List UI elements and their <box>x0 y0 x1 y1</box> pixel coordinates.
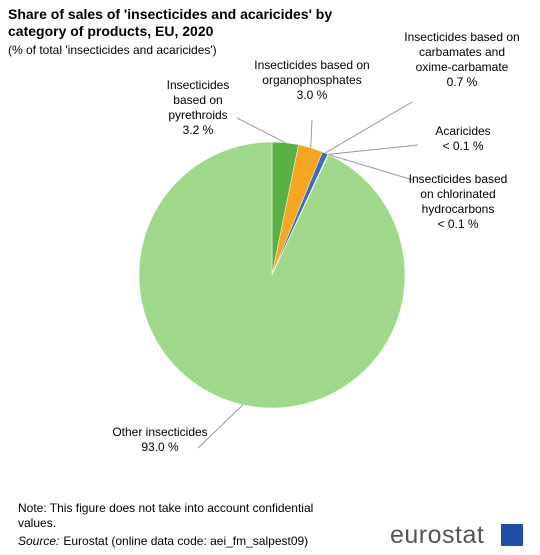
value-label: < 0.1 % <box>442 139 484 153</box>
value-label: < 0.1 % <box>437 217 479 231</box>
value-label: 0.7 % <box>446 75 478 89</box>
pie-slice <box>138 141 406 409</box>
slice-label: Other insecticides 93.0 % <box>110 425 210 455</box>
leader-line <box>236 117 286 144</box>
chart-subtitle: (% of total 'insecticides and acaricides… <box>8 43 217 57</box>
slice-label: Insecticides based on carbamates and oxi… <box>402 30 522 90</box>
slice-label: Acaricides < 0.1 % <box>418 124 508 154</box>
category-label: Insecticides based on organophosphates <box>254 58 370 87</box>
source: Source: Eurostat (online data code: aei_f… <box>18 534 308 548</box>
slice-label: Insecticides based on organophosphates 3.… <box>252 58 372 103</box>
leader-line <box>328 154 414 181</box>
leader-line <box>328 144 419 155</box>
note: Note: This figure does not take into acc… <box>18 501 314 530</box>
category-label: Insecticides based on pyrethroids <box>166 78 230 122</box>
category-label: Insecticides based on chlorinated hydroc… <box>408 172 508 216</box>
category-label: Other insecticides <box>112 425 208 439</box>
slice-label: Insecticides based on pyrethroids 3.2 % <box>153 78 243 138</box>
leader-line <box>197 404 244 449</box>
value-label: 3.2 % <box>182 123 214 137</box>
leader-line <box>310 119 313 148</box>
value-label: 93.0 % <box>141 440 179 454</box>
source-text: Eurostat (online data code: aei_fm_salpe… <box>63 534 309 548</box>
chart-title: Share of sales of 'insecticides and acar… <box>8 6 333 39</box>
slice-label: Insecticides based on chlorinated hydroc… <box>408 172 508 232</box>
category-label: Insecticides based on carbamates and oxi… <box>404 30 520 74</box>
category-label: Acaricides <box>435 124 491 138</box>
value-label: 3.0 % <box>296 88 328 102</box>
logo: eurostat <box>390 521 485 549</box>
leader-line <box>324 101 413 154</box>
eu-flag <box>501 524 523 546</box>
source-label: Source: <box>18 534 60 548</box>
